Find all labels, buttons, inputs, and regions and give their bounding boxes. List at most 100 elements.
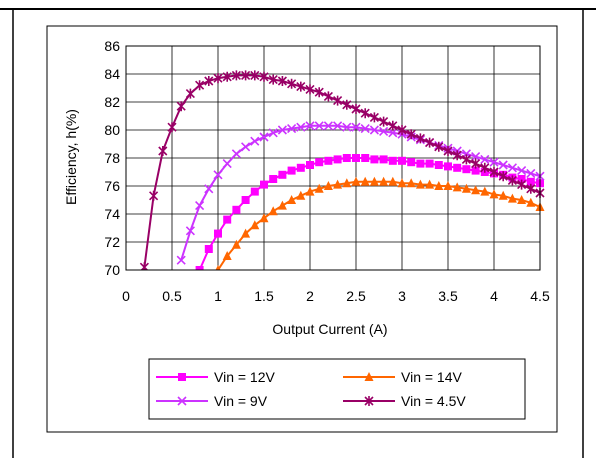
data-point	[296, 190, 306, 200]
data-point	[398, 156, 406, 165]
x-tick-label: 4.5	[530, 288, 550, 304]
data-point	[296, 163, 305, 172]
series-vin-14v	[215, 176, 545, 270]
legend-label: Vin = 14V	[401, 369, 463, 385]
data-point	[425, 179, 435, 189]
data-point	[342, 122, 352, 132]
data-point	[296, 122, 306, 132]
data-point	[323, 91, 333, 102]
data-point	[268, 206, 278, 216]
y-tick-label: 86	[104, 38, 120, 54]
legend-item-vin-14v: Vin = 14V	[343, 369, 463, 385]
data-point	[453, 163, 462, 172]
data-point	[260, 180, 268, 189]
legend-item-vin-9v: Vin = 9V	[156, 393, 268, 409]
legend-item-vin-12v: Vin = 12V	[156, 369, 276, 385]
data-point	[379, 176, 389, 186]
legend-label: Vin = 9V	[214, 393, 268, 409]
data-point	[241, 196, 250, 204]
tick-labels: 70 72 74 76 78 80 82 84 86 0 0.5 1 1.5 2 2.5 3 3.5 4 4.5	[104, 38, 550, 304]
data-point	[204, 184, 214, 194]
data-point	[443, 181, 453, 190]
data-point	[452, 150, 462, 161]
y-tick-label: 72	[104, 234, 120, 250]
data-point	[222, 71, 232, 82]
data-point	[507, 193, 517, 203]
data-point	[185, 88, 195, 99]
data-point	[461, 183, 471, 193]
y-tick-label: 74	[104, 206, 120, 222]
data-point	[444, 162, 452, 171]
data-point	[268, 128, 278, 138]
y-tick-label: 76	[104, 178, 120, 194]
data-point	[415, 179, 425, 189]
data-point	[507, 163, 517, 173]
data-point	[185, 226, 195, 236]
data-point	[215, 265, 221, 270]
data-point	[232, 205, 241, 214]
data-point	[471, 152, 481, 162]
data-point	[489, 157, 499, 167]
x-tick-label: 1	[214, 288, 222, 304]
data-point	[268, 74, 278, 85]
data-point	[204, 76, 214, 86]
data-point	[333, 155, 342, 164]
data-point	[425, 159, 434, 168]
data-point	[214, 229, 222, 238]
legend-marker	[178, 373, 186, 381]
data-point	[176, 101, 186, 112]
data-point	[397, 125, 407, 135]
data-point	[415, 133, 425, 144]
x-tick-label: 4	[490, 288, 498, 304]
data-point	[158, 146, 168, 156]
data-point	[222, 251, 232, 260]
data-point	[333, 179, 343, 189]
data-point	[351, 104, 361, 114]
data-point	[425, 137, 435, 148]
data-point	[296, 81, 306, 92]
data-point	[259, 213, 269, 223]
x-tick-label: 3	[398, 288, 406, 304]
data-point	[287, 124, 297, 134]
data-point	[489, 167, 499, 177]
data-point	[250, 220, 260, 230]
data-point	[259, 71, 269, 82]
data-point	[222, 159, 232, 169]
data-point	[287, 166, 296, 175]
data-point	[250, 187, 259, 196]
data-point	[489, 189, 499, 199]
series-vin-4-5v	[139, 70, 545, 270]
data-point	[195, 266, 204, 270]
data-point	[223, 215, 232, 224]
plot-border	[125, 45, 541, 271]
data-point	[526, 183, 536, 194]
data-point	[369, 176, 379, 186]
data-point	[434, 141, 444, 152]
data-point	[370, 155, 379, 164]
data-point	[369, 112, 379, 123]
data-point	[250, 70, 260, 81]
data-point	[231, 239, 241, 249]
data-point	[351, 122, 361, 132]
data-point	[241, 142, 251, 152]
data-point	[507, 175, 517, 186]
x-tick-label: 0	[122, 288, 130, 304]
data-point	[361, 154, 370, 162]
data-point	[314, 87, 324, 98]
data-point	[461, 154, 471, 165]
data-point	[342, 99, 352, 110]
x-tick-label: 3.5	[438, 288, 458, 304]
x-tick-label: 2	[306, 288, 314, 304]
data-point	[342, 154, 351, 162]
data-point	[269, 175, 278, 183]
data-point	[287, 78, 297, 89]
data-point	[471, 158, 481, 169]
data-point	[305, 84, 315, 95]
data-point	[231, 70, 241, 81]
data-point	[526, 177, 535, 186]
data-point	[498, 190, 508, 200]
data-point	[526, 197, 536, 207]
data-point	[342, 178, 352, 188]
data-point	[305, 186, 315, 196]
legend-label: Vin = 4.5V	[401, 393, 466, 409]
